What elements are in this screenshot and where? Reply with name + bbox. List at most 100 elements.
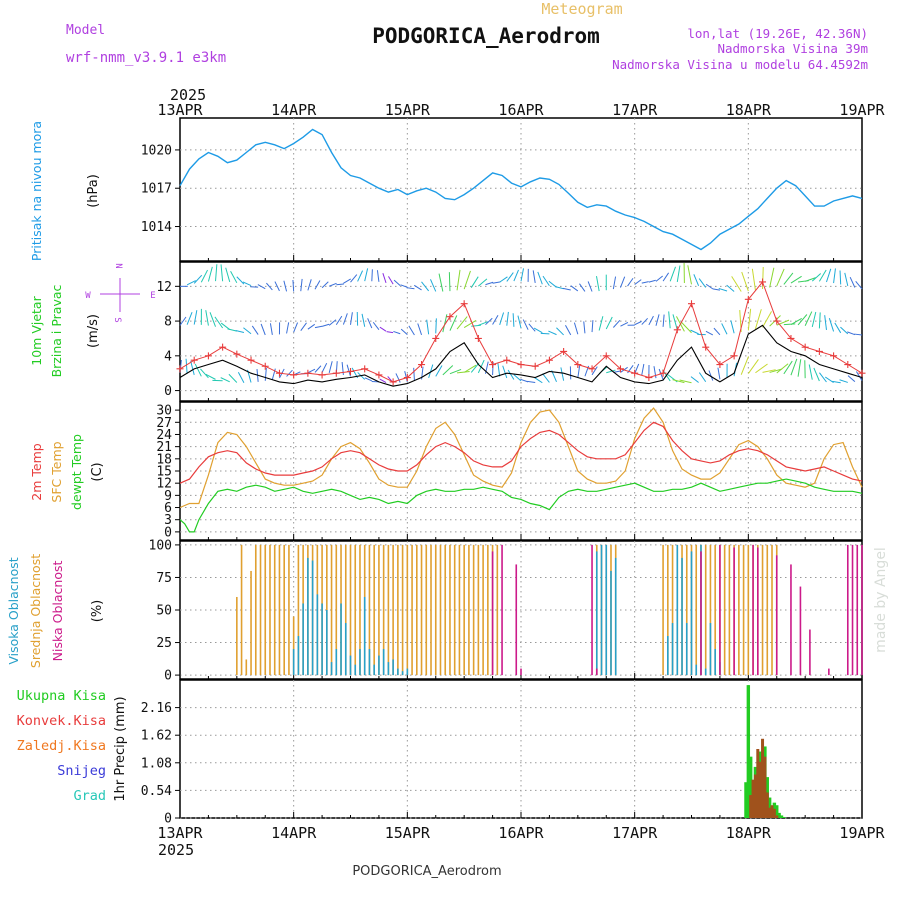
wind-arrow <box>577 365 581 378</box>
wind-arrow <box>379 326 387 332</box>
footer-station: PODGORICA_Aerodrom <box>352 864 501 879</box>
bar-mark <box>292 616 295 676</box>
wind-arrow <box>783 323 796 326</box>
gust-marker <box>290 371 298 379</box>
y-tick-label: 24 <box>156 428 172 443</box>
wind-arrow <box>542 275 550 287</box>
bar-mark <box>738 544 740 676</box>
wind-arrow <box>341 362 344 375</box>
wind-arrow <box>698 278 707 288</box>
bar-mark <box>775 805 779 818</box>
bar-mark <box>449 544 451 676</box>
wind-arrow <box>220 322 231 330</box>
wind-arrow <box>205 310 209 326</box>
bar-mark <box>600 544 603 676</box>
model-elevation-text: Nadmorska Visina u modelu 64.4592m <box>612 57 868 72</box>
gust-marker <box>588 365 596 373</box>
wind-arrow <box>762 311 772 328</box>
gust-marker <box>489 361 497 369</box>
bar-mark <box>761 544 764 676</box>
convective-precip-bars <box>749 738 779 818</box>
gust-marker <box>176 365 184 373</box>
wind-arrow <box>413 367 415 381</box>
y-tick-label: 0.54 <box>141 784 172 799</box>
y-tick-label: 30 <box>156 404 172 419</box>
wind-arrow <box>533 327 543 334</box>
gust-marker <box>702 343 710 351</box>
wind-arrow <box>790 275 802 284</box>
day-label-top: 19APR <box>839 101 885 119</box>
wind-arrow <box>260 323 266 336</box>
wind-arrow <box>708 370 714 381</box>
wind-arrow <box>506 311 509 326</box>
bar-mark <box>269 544 271 676</box>
bar-mark <box>709 544 712 676</box>
wind-arrow <box>598 316 604 331</box>
wind-arrow <box>824 376 834 384</box>
wind-arrow <box>361 313 366 327</box>
bar-mark <box>782 816 786 818</box>
bar-mark <box>766 544 769 676</box>
day-label-top: 15APR <box>385 101 431 119</box>
wind-arrow <box>605 316 613 330</box>
wind-arrow <box>769 267 775 288</box>
wind-arrow <box>209 312 216 327</box>
bar-mark <box>373 664 375 676</box>
bar-mark <box>491 551 494 676</box>
bar-mark <box>662 544 664 676</box>
wind-arrow <box>386 331 394 334</box>
wind-arrow <box>570 285 579 292</box>
wind-arrow <box>293 322 299 333</box>
bar-mark <box>316 594 319 676</box>
wind-arrow <box>698 372 707 383</box>
gust-marker <box>190 356 198 364</box>
high-cloud-bars <box>292 544 721 676</box>
wind-arrow <box>776 319 790 326</box>
wind-arrow <box>808 364 813 380</box>
wind-arrow <box>662 314 665 327</box>
bar-mark <box>406 544 409 676</box>
bar-mark <box>775 815 779 818</box>
y-tick-label: 1017 <box>141 182 172 197</box>
y-tick-label: 4 <box>164 349 172 364</box>
wind-arrow <box>527 380 536 384</box>
bar-mark <box>344 544 347 676</box>
wind-arrow <box>400 328 408 335</box>
bar-mark <box>463 544 465 676</box>
elevation-text: Nadmorska Visina 39m <box>717 41 868 56</box>
bar-mark <box>667 544 669 676</box>
gust-marker <box>389 378 397 386</box>
wind-arrow <box>307 279 312 291</box>
wind-arrow <box>740 356 749 375</box>
gust-marker <box>375 371 383 379</box>
temp-2m-line <box>179 421 863 484</box>
pressure-line <box>179 128 863 251</box>
bar-mark <box>719 544 721 676</box>
wind-arrow <box>513 269 519 282</box>
wind-arrow <box>243 327 252 335</box>
wind-arrow <box>314 365 322 373</box>
bar-mark <box>753 774 757 818</box>
wind-arrow <box>587 281 593 292</box>
y-tick-label: 18 <box>156 452 172 467</box>
wind-arrow <box>790 317 802 326</box>
bar-mark <box>723 544 726 676</box>
wind-arrow <box>573 322 579 335</box>
day-label-bottom: 17APR <box>612 824 658 842</box>
bar-mark <box>520 668 522 676</box>
wind-arrow <box>435 365 443 377</box>
gust-marker <box>773 317 781 325</box>
wind-arrow <box>499 276 508 283</box>
wind-arrow <box>751 268 756 291</box>
gust-marker <box>659 369 667 377</box>
gust-marker <box>716 361 724 369</box>
bar-mark <box>747 544 750 676</box>
wind-arrow <box>832 380 841 384</box>
wind-arrow <box>813 367 820 382</box>
bar-mark <box>671 544 674 676</box>
bar-mark <box>458 544 461 676</box>
bar-mark <box>453 544 456 676</box>
bar-mark <box>373 544 375 676</box>
wind-arrow <box>634 320 642 326</box>
